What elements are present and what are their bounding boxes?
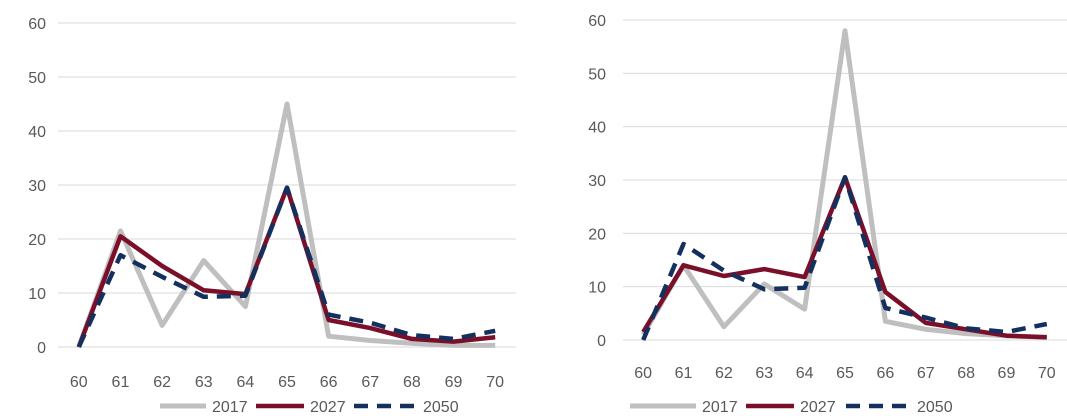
x-tick-label: 62	[715, 365, 733, 382]
y-tick-label: 20	[588, 226, 606, 243]
y-tick-label: 60	[588, 13, 606, 30]
y-tick-label: 50	[28, 70, 46, 87]
x-tick-label: 66	[320, 374, 338, 391]
x-tick-label: 63	[755, 365, 773, 382]
x-tick-label: 67	[361, 374, 379, 391]
x-tick-label: 69	[998, 365, 1016, 382]
legend: 2017 2027 2050	[630, 399, 953, 416]
series-line-2017	[76, 101, 496, 348]
x-tick-label: 60	[634, 365, 652, 382]
x-tick-label: 66	[876, 365, 894, 382]
x-tick-label: 63	[195, 374, 213, 391]
x-tick-label: 69	[445, 374, 463, 391]
series-line-2050	[641, 175, 1048, 341]
x-tick-label: 64	[236, 374, 254, 391]
legend-label-2027: 2027	[800, 399, 836, 416]
y-tick-label: 30	[588, 173, 606, 190]
x-tick-label: 64	[796, 365, 814, 382]
legend-label-2050: 2050	[917, 399, 953, 416]
y-tick-label: 0	[597, 333, 606, 350]
legend-label-2050: 2050	[423, 399, 459, 416]
x-tick-label: 60	[70, 374, 88, 391]
x-tick-label: 67	[917, 365, 935, 382]
legend-label-2017: 2017	[212, 399, 248, 416]
x-tick-label: 65	[836, 365, 854, 382]
y-tick-label: 50	[588, 66, 606, 83]
legend-label-2017: 2017	[702, 399, 738, 416]
x-tick-label: 61	[675, 365, 693, 382]
legend: 2017 2027 2050	[160, 399, 459, 416]
x-tick-label: 70	[1038, 365, 1056, 382]
y-tick-label: 10	[28, 286, 46, 303]
x-tick-label: 68	[403, 374, 421, 391]
legend-label-2027: 2027	[310, 399, 346, 416]
x-tick-label: 65	[278, 374, 296, 391]
y-tick-label: 0	[37, 340, 46, 357]
x-tick-label: 62	[153, 374, 171, 391]
y-tick-label: 60	[28, 16, 46, 33]
y-tick-label: 30	[28, 178, 46, 195]
series-line-2017	[641, 28, 1047, 340]
y-tick-label: 10	[588, 280, 606, 297]
x-tick-label: 61	[112, 374, 130, 391]
y-tick-label: 40	[588, 120, 606, 137]
x-tick-label: 68	[957, 365, 975, 382]
y-tick-label: 20	[28, 232, 46, 249]
y-tick-label: 40	[28, 124, 46, 141]
x-tick-label: 70	[486, 374, 504, 391]
series-line-2050	[76, 185, 496, 348]
